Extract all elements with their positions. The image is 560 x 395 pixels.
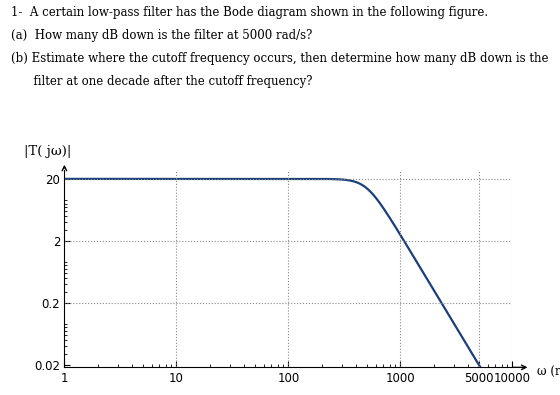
Text: |T( jω)|: |T( jω)|	[24, 145, 72, 158]
Text: ω (rad/s): ω (rad/s)	[537, 365, 560, 378]
Text: (b) Estimate where the cutoff frequency occurs, then determine how many dB down : (b) Estimate where the cutoff frequency …	[11, 52, 549, 65]
Text: (a)  How many dB down is the filter at 5000 rad/s?: (a) How many dB down is the filter at 50…	[11, 29, 312, 42]
Text: filter at one decade after the cutoff frequency?: filter at one decade after the cutoff fr…	[11, 75, 312, 88]
Text: 1-  A certain low-pass filter has the Bode diagram shown in the following figure: 1- A certain low-pass filter has the Bod…	[11, 6, 488, 19]
